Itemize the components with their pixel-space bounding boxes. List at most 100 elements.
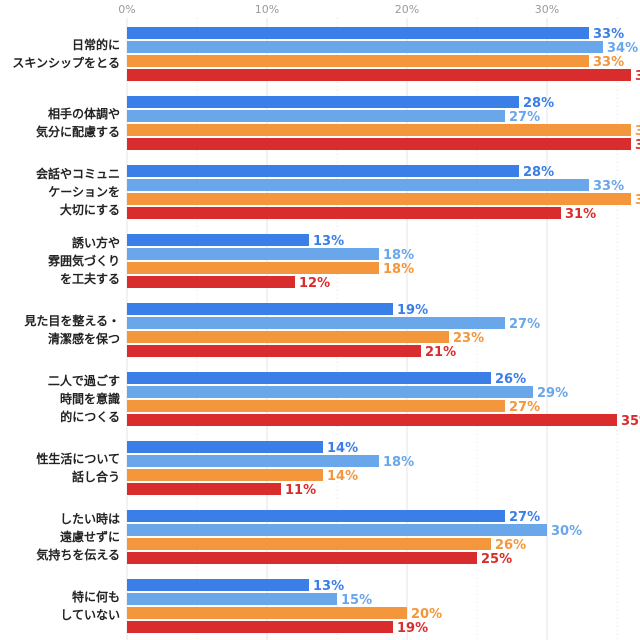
x-tick-label: 10% [255,3,279,16]
category-label: したい時は遠慮せずに気持ちを伝える [36,511,120,562]
data-label: 31% [565,207,596,222]
category-label-line: 特に何も [72,589,120,604]
bar-series-4 [127,207,561,219]
category-label-line: 相手の体調や [48,106,120,121]
bar-series-3 [127,193,631,205]
bar-series-1 [127,96,519,108]
data-label: 33% [593,27,624,42]
category-label-line: 話し合う [72,469,120,484]
category-labels: 日常的にスキンシップをとる相手の体調や気分に配慮する会話やコミュニケーションを大… [12,37,120,622]
bar-series-4 [127,414,617,426]
data-label: 29% [537,386,568,401]
category-label-line: 気分に配慮する [36,124,120,139]
data-label: 34% [607,41,638,56]
bars [127,27,631,633]
bar-series-3 [127,538,491,550]
bar-series-1 [127,27,589,39]
data-label: 19% [397,303,428,318]
category-label: 見た目を整える・清潔感を保つ [23,313,120,346]
bar-series-4 [127,483,281,495]
data-label: 27% [509,510,540,525]
category-label-line: スキンシップをとる [12,55,120,70]
value-labels: 33%34%33%36%28%27%36%36%28%33%36%31%13%1… [285,27,640,636]
bar-series-2 [127,524,547,536]
bar-series-4 [127,276,295,288]
category-label-line: 気持ちを伝える [36,547,120,562]
category-label-line: 誘い方や [72,235,120,250]
x-tick-label: 20% [395,3,419,16]
category-label-line: ケーションを [48,185,120,199]
x-tick-label: 0% [118,3,135,16]
data-label: 11% [285,483,316,498]
data-label: 19% [397,621,428,636]
data-label: 26% [495,538,526,553]
bar-series-4 [127,621,393,633]
data-label: 13% [313,234,344,249]
data-label: 36% [635,69,640,84]
data-label: 14% [327,469,358,484]
bar-series-1 [127,234,309,246]
bar-series-4 [127,69,631,81]
bar-series-1 [127,510,505,522]
bar-series-2 [127,386,533,398]
category-label-line: 性生活について [35,451,120,466]
category-label: 二人で過ごす時間を意識的につくる [48,373,120,424]
category-label-line: していない [60,608,120,622]
bar-series-1 [127,165,519,177]
bar-series-3 [127,469,323,481]
data-label: 27% [509,317,540,332]
category-label-line: 日常的に [72,37,120,52]
category-label-line: したい時は [60,511,120,526]
data-label: 20% [411,607,442,622]
x-tick-label: 30% [535,3,559,16]
bar-series-1 [127,579,309,591]
bar-series-2 [127,110,505,122]
data-label: 35% [621,414,640,429]
bar-series-2 [127,593,337,605]
data-label: 23% [453,331,484,346]
data-label: 15% [341,593,372,608]
bar-series-3 [127,124,631,136]
category-label: 性生活について話し合う [35,451,120,484]
data-label: 18% [383,262,414,277]
category-label-line: 会話やコミュニ [36,166,120,181]
data-label: 30% [551,524,582,539]
bar-series-4 [127,552,477,564]
category-label-line: 見た目を整える・ [23,313,120,328]
data-label: 12% [299,276,330,291]
category-label-line: を工夫する [60,271,120,286]
category-label-line: 二人で過ごす [48,373,120,388]
data-label: 28% [523,96,554,111]
category-label: 相手の体調や気分に配慮する [36,106,120,139]
bar-series-2 [127,455,379,467]
data-label: 25% [481,552,512,567]
data-label: 28% [523,165,554,180]
bar-series-3 [127,331,449,343]
category-label-line: 遠慮せずに [60,529,120,544]
category-label: 会話やコミュニケーションを大切にする [36,166,120,217]
bar-series-3 [127,55,589,67]
category-label-line: 清潔感を保つ [48,331,120,346]
category-label: 日常的にスキンシップをとる [12,37,120,70]
bar-series-4 [127,138,631,150]
data-label: 36% [635,193,640,208]
data-label: 36% [635,138,640,153]
data-label: 26% [495,372,526,387]
data-label: 36% [635,124,640,139]
data-label: 18% [383,248,414,263]
data-label: 14% [327,441,358,456]
data-label: 13% [313,579,344,594]
data-label: 27% [509,400,540,415]
category-label-line: 的につくる [60,409,120,424]
data-label: 33% [593,179,624,194]
data-label: 27% [509,110,540,125]
bar-series-2 [127,41,603,53]
bar-series-3 [127,400,505,412]
data-label: 33% [593,55,624,70]
bar-series-2 [127,317,505,329]
category-label: 誘い方や雰囲気づくりを工夫する [48,235,120,286]
bar-series-2 [127,179,589,191]
bar-series-4 [127,345,421,357]
category-label: 特に何もしていない [60,589,120,622]
